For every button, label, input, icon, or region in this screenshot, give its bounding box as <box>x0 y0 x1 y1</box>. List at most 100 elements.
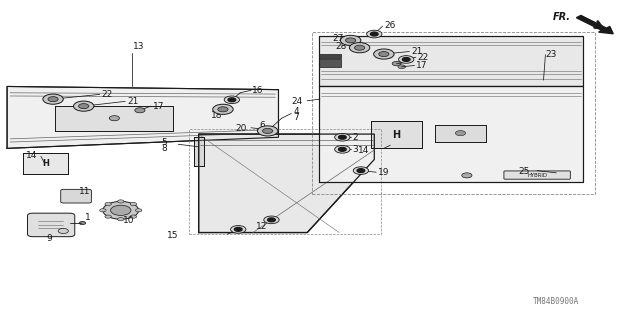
Text: H: H <box>392 130 401 140</box>
Text: 21: 21 <box>127 97 138 106</box>
Text: 9: 9 <box>47 234 52 243</box>
Text: 17: 17 <box>153 102 164 111</box>
Circle shape <box>136 209 142 212</box>
Text: H: H <box>42 159 49 168</box>
Circle shape <box>339 147 346 151</box>
Circle shape <box>335 145 350 153</box>
Text: 2: 2 <box>352 133 358 142</box>
Circle shape <box>234 227 242 231</box>
Circle shape <box>79 221 86 225</box>
Circle shape <box>105 215 111 218</box>
Circle shape <box>268 218 275 222</box>
Text: FR.: FR. <box>553 11 571 22</box>
Circle shape <box>43 94 63 104</box>
Text: 18: 18 <box>211 111 223 120</box>
FancyBboxPatch shape <box>28 213 75 237</box>
Circle shape <box>264 216 279 224</box>
Circle shape <box>218 107 228 112</box>
Text: 15: 15 <box>167 231 178 240</box>
Polygon shape <box>7 86 278 148</box>
Text: 12: 12 <box>256 222 268 231</box>
Circle shape <box>335 133 350 141</box>
Circle shape <box>212 104 233 115</box>
Circle shape <box>456 130 466 136</box>
Circle shape <box>79 104 89 109</box>
Circle shape <box>130 203 136 206</box>
FancyBboxPatch shape <box>61 189 92 203</box>
Text: 10: 10 <box>124 216 135 225</box>
Circle shape <box>105 203 111 206</box>
Circle shape <box>398 65 406 69</box>
Circle shape <box>109 116 120 121</box>
Circle shape <box>349 43 370 53</box>
Text: HYBRID: HYBRID <box>527 173 547 178</box>
Polygon shape <box>193 137 204 166</box>
Polygon shape <box>319 36 583 86</box>
Text: 4: 4 <box>293 108 299 116</box>
FancyArrow shape <box>577 15 613 34</box>
Text: TM84B0900A: TM84B0900A <box>533 297 579 306</box>
Circle shape <box>118 218 124 221</box>
Text: 14: 14 <box>358 146 370 155</box>
Text: 23: 23 <box>545 50 557 59</box>
Text: 6: 6 <box>259 121 265 130</box>
Circle shape <box>462 173 472 178</box>
Circle shape <box>118 200 124 203</box>
Circle shape <box>353 167 369 174</box>
Circle shape <box>374 49 394 59</box>
Text: 25: 25 <box>518 167 529 176</box>
Circle shape <box>100 209 106 212</box>
Polygon shape <box>55 106 173 131</box>
Circle shape <box>257 126 278 136</box>
Polygon shape <box>435 124 486 142</box>
Circle shape <box>403 57 410 61</box>
Text: 14: 14 <box>26 151 38 160</box>
FancyBboxPatch shape <box>504 171 570 179</box>
Circle shape <box>399 56 414 63</box>
Circle shape <box>367 30 382 38</box>
Text: 11: 11 <box>79 187 90 197</box>
Text: 7: 7 <box>293 113 299 122</box>
Circle shape <box>103 201 139 219</box>
Circle shape <box>339 135 346 139</box>
Circle shape <box>379 51 389 56</box>
Circle shape <box>340 35 361 46</box>
Text: 26: 26 <box>384 21 396 30</box>
Text: 5: 5 <box>162 138 168 147</box>
Circle shape <box>224 96 239 104</box>
Circle shape <box>135 108 145 113</box>
Text: 22: 22 <box>102 90 113 99</box>
Text: 3: 3 <box>352 145 358 154</box>
Polygon shape <box>198 134 374 233</box>
Polygon shape <box>23 153 68 174</box>
Text: 24: 24 <box>291 97 303 106</box>
Text: 17: 17 <box>416 61 428 70</box>
Bar <box>319 59 341 67</box>
Circle shape <box>346 38 356 43</box>
Text: 21: 21 <box>412 47 422 56</box>
Text: 22: 22 <box>418 53 429 62</box>
Circle shape <box>371 32 378 36</box>
Circle shape <box>262 128 273 133</box>
Circle shape <box>48 97 58 102</box>
Text: 8: 8 <box>162 144 168 152</box>
Circle shape <box>392 61 401 66</box>
Text: 1: 1 <box>85 213 91 222</box>
Text: 27: 27 <box>332 34 344 43</box>
Circle shape <box>355 45 365 50</box>
Circle shape <box>230 226 246 233</box>
Polygon shape <box>371 122 422 148</box>
Text: 13: 13 <box>133 42 145 51</box>
Bar <box>319 54 341 58</box>
Circle shape <box>130 215 136 218</box>
Circle shape <box>58 228 68 234</box>
Text: 28: 28 <box>335 41 347 51</box>
Circle shape <box>228 98 236 102</box>
Text: 19: 19 <box>378 168 389 177</box>
Polygon shape <box>319 86 583 182</box>
Circle shape <box>111 205 131 215</box>
Text: 16: 16 <box>252 86 264 95</box>
Circle shape <box>74 101 94 111</box>
Text: 20: 20 <box>236 124 247 133</box>
Circle shape <box>357 169 365 173</box>
